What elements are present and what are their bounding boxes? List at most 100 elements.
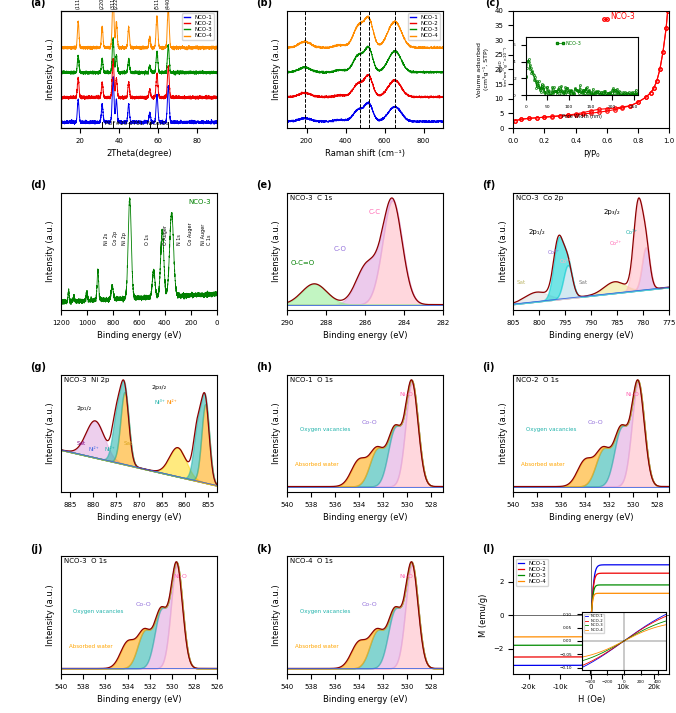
- NCO-3: [665, 580, 673, 589]
- NCO-1: [569, 661, 577, 670]
- NCO-2: [569, 652, 577, 661]
- Text: Co³⁺: Co³⁺: [560, 259, 573, 264]
- NCO-3: [569, 641, 577, 650]
- NCO-1: [527, 661, 535, 670]
- Y-axis label: Intensity (a.u.): Intensity (a.u.): [499, 402, 508, 464]
- Text: Ni 2p: Ni 2p: [122, 232, 126, 245]
- Text: Absorbed water: Absorbed water: [521, 462, 564, 467]
- Text: (i): (i): [482, 362, 495, 372]
- Text: Absorbed water: Absorbed water: [295, 462, 339, 467]
- Text: N 1s: N 1s: [177, 235, 183, 245]
- Text: Sat: Sat: [76, 441, 86, 446]
- NCO-4: [662, 589, 671, 597]
- Y-axis label: Intensity (a.u.): Intensity (a.u.): [272, 39, 281, 101]
- NCO-2: [646, 569, 654, 578]
- NCO-2: [662, 569, 671, 578]
- Text: Absorbed water: Absorbed water: [295, 644, 339, 649]
- Text: Absorbed water: Absorbed water: [69, 644, 112, 649]
- NCO-1: [576, 661, 584, 670]
- Text: C-C: C-C: [368, 209, 380, 215]
- Text: NCO-1  O 1s: NCO-1 O 1s: [290, 376, 333, 383]
- NCO-1: [662, 560, 671, 569]
- NCO-4: [536, 632, 544, 641]
- NCO-4: [623, 589, 631, 597]
- Text: NCO-3  O 1s: NCO-3 O 1s: [64, 558, 107, 565]
- NCO-1: [646, 560, 654, 569]
- Text: (c): (c): [485, 0, 500, 9]
- Text: NCO-3  C 1s: NCO-3 C 1s: [290, 195, 333, 200]
- Text: Co Auger: Co Auger: [189, 222, 193, 245]
- X-axis label: H (Oe): H (Oe): [577, 695, 605, 704]
- Text: Ni²⁺: Ni²⁺: [89, 447, 99, 452]
- Text: (j): (j): [30, 544, 42, 554]
- NCO-4: [576, 632, 584, 641]
- Text: (h): (h): [256, 362, 272, 372]
- Y-axis label: Intensity (a.u.): Intensity (a.u.): [499, 220, 508, 282]
- NCO-3: [509, 641, 517, 650]
- NCO-1: [665, 560, 673, 569]
- Text: Ni-O: Ni-O: [625, 391, 639, 396]
- Text: (l): (l): [482, 544, 495, 554]
- Text: (e): (e): [256, 180, 272, 190]
- Text: 2p₁/₂: 2p₁/₂: [76, 406, 91, 411]
- NCO-4: [646, 589, 654, 597]
- NCO-4: [509, 632, 517, 641]
- Text: Ni Auger: Ni Auger: [201, 224, 206, 245]
- Y-axis label: Intensity (a.u.): Intensity (a.u.): [46, 402, 55, 464]
- Text: Oxygen vacancies: Oxygen vacancies: [73, 609, 124, 614]
- Text: Oxygen vacancies: Oxygen vacancies: [299, 609, 350, 614]
- NCO-4: [665, 589, 673, 597]
- NCO-3: [646, 580, 654, 589]
- Text: (g): (g): [30, 362, 46, 372]
- NCO-3: [527, 641, 535, 650]
- Text: (a): (a): [30, 0, 45, 9]
- Text: Co-O: Co-O: [136, 602, 151, 607]
- Text: Ni²⁺: Ni²⁺: [105, 447, 115, 452]
- Text: 2p₃/₂: 2p₃/₂: [604, 209, 621, 215]
- Legend: NCO-1, NCO-2, NCO-3, NCO-4: NCO-1, NCO-2, NCO-3, NCO-4: [182, 14, 214, 40]
- Line: NCO-2: NCO-2: [513, 573, 669, 657]
- Text: (k): (k): [256, 544, 272, 554]
- Text: Oxygen vacancies: Oxygen vacancies: [299, 427, 350, 432]
- Text: 2p₃/₂: 2p₃/₂: [151, 384, 166, 389]
- Legend: NCO-1, NCO-2, NCO-3, NCO-4: NCO-1, NCO-2, NCO-3, NCO-4: [516, 559, 548, 586]
- Line: NCO-1: NCO-1: [513, 565, 669, 665]
- Text: (b): (b): [256, 0, 272, 9]
- Y-axis label: M (emu/g): M (emu/g): [479, 593, 487, 637]
- X-axis label: Binding energy (eV): Binding energy (eV): [322, 332, 407, 340]
- NCO-3: [576, 641, 584, 650]
- Text: Sat: Sat: [579, 280, 588, 285]
- X-axis label: Binding energy (eV): Binding energy (eV): [322, 695, 407, 704]
- X-axis label: 2Theta(degree): 2Theta(degree): [106, 149, 172, 158]
- Text: Co²⁺: Co²⁺: [548, 250, 560, 255]
- X-axis label: Raman shift (cm⁻¹): Raman shift (cm⁻¹): [325, 149, 405, 158]
- NCO-1: [536, 661, 544, 670]
- Text: Ni 2s: Ni 2s: [103, 233, 109, 245]
- Text: O 1s: O 1s: [145, 235, 151, 245]
- X-axis label: Binding energy (eV): Binding energy (eV): [97, 695, 181, 704]
- Text: Oxygen vacancies: Oxygen vacancies: [526, 427, 576, 432]
- Text: (f): (f): [482, 180, 496, 190]
- Text: Ni²⁺: Ni²⁺: [167, 400, 178, 405]
- Text: Ni-O: Ni-O: [173, 573, 187, 578]
- NCO-2: [536, 652, 544, 661]
- Y-axis label: Volume adsorbed
(cm³g⁻¹, STP): Volume adsorbed (cm³g⁻¹, STP): [477, 42, 489, 97]
- Text: NCO-3  Co 2p: NCO-3 Co 2p: [516, 195, 564, 200]
- Text: Co-O: Co-O: [588, 420, 604, 425]
- Text: Ni-O: Ni-O: [400, 573, 413, 578]
- NCO-2: [527, 652, 535, 661]
- X-axis label: Binding energy (eV): Binding energy (eV): [322, 513, 407, 522]
- Text: Co³⁺: Co³⁺: [625, 230, 638, 235]
- Text: Ni³⁺: Ni³⁺: [154, 400, 165, 405]
- NCO-3: [631, 580, 639, 589]
- Text: Sat: Sat: [516, 280, 525, 285]
- Text: 251 Oe: 251 Oe: [602, 617, 645, 641]
- X-axis label: Binding energy (eV): Binding energy (eV): [549, 513, 633, 522]
- X-axis label: P/P₀: P/P₀: [583, 149, 600, 158]
- Text: Co 2p: Co 2p: [113, 231, 118, 245]
- Text: NCO-4  O 1s: NCO-4 O 1s: [290, 558, 333, 565]
- NCO-4: [569, 632, 577, 641]
- NCO-2: [576, 652, 584, 661]
- NCO-3: [536, 641, 544, 650]
- X-axis label: Binding energy (eV): Binding energy (eV): [549, 332, 633, 340]
